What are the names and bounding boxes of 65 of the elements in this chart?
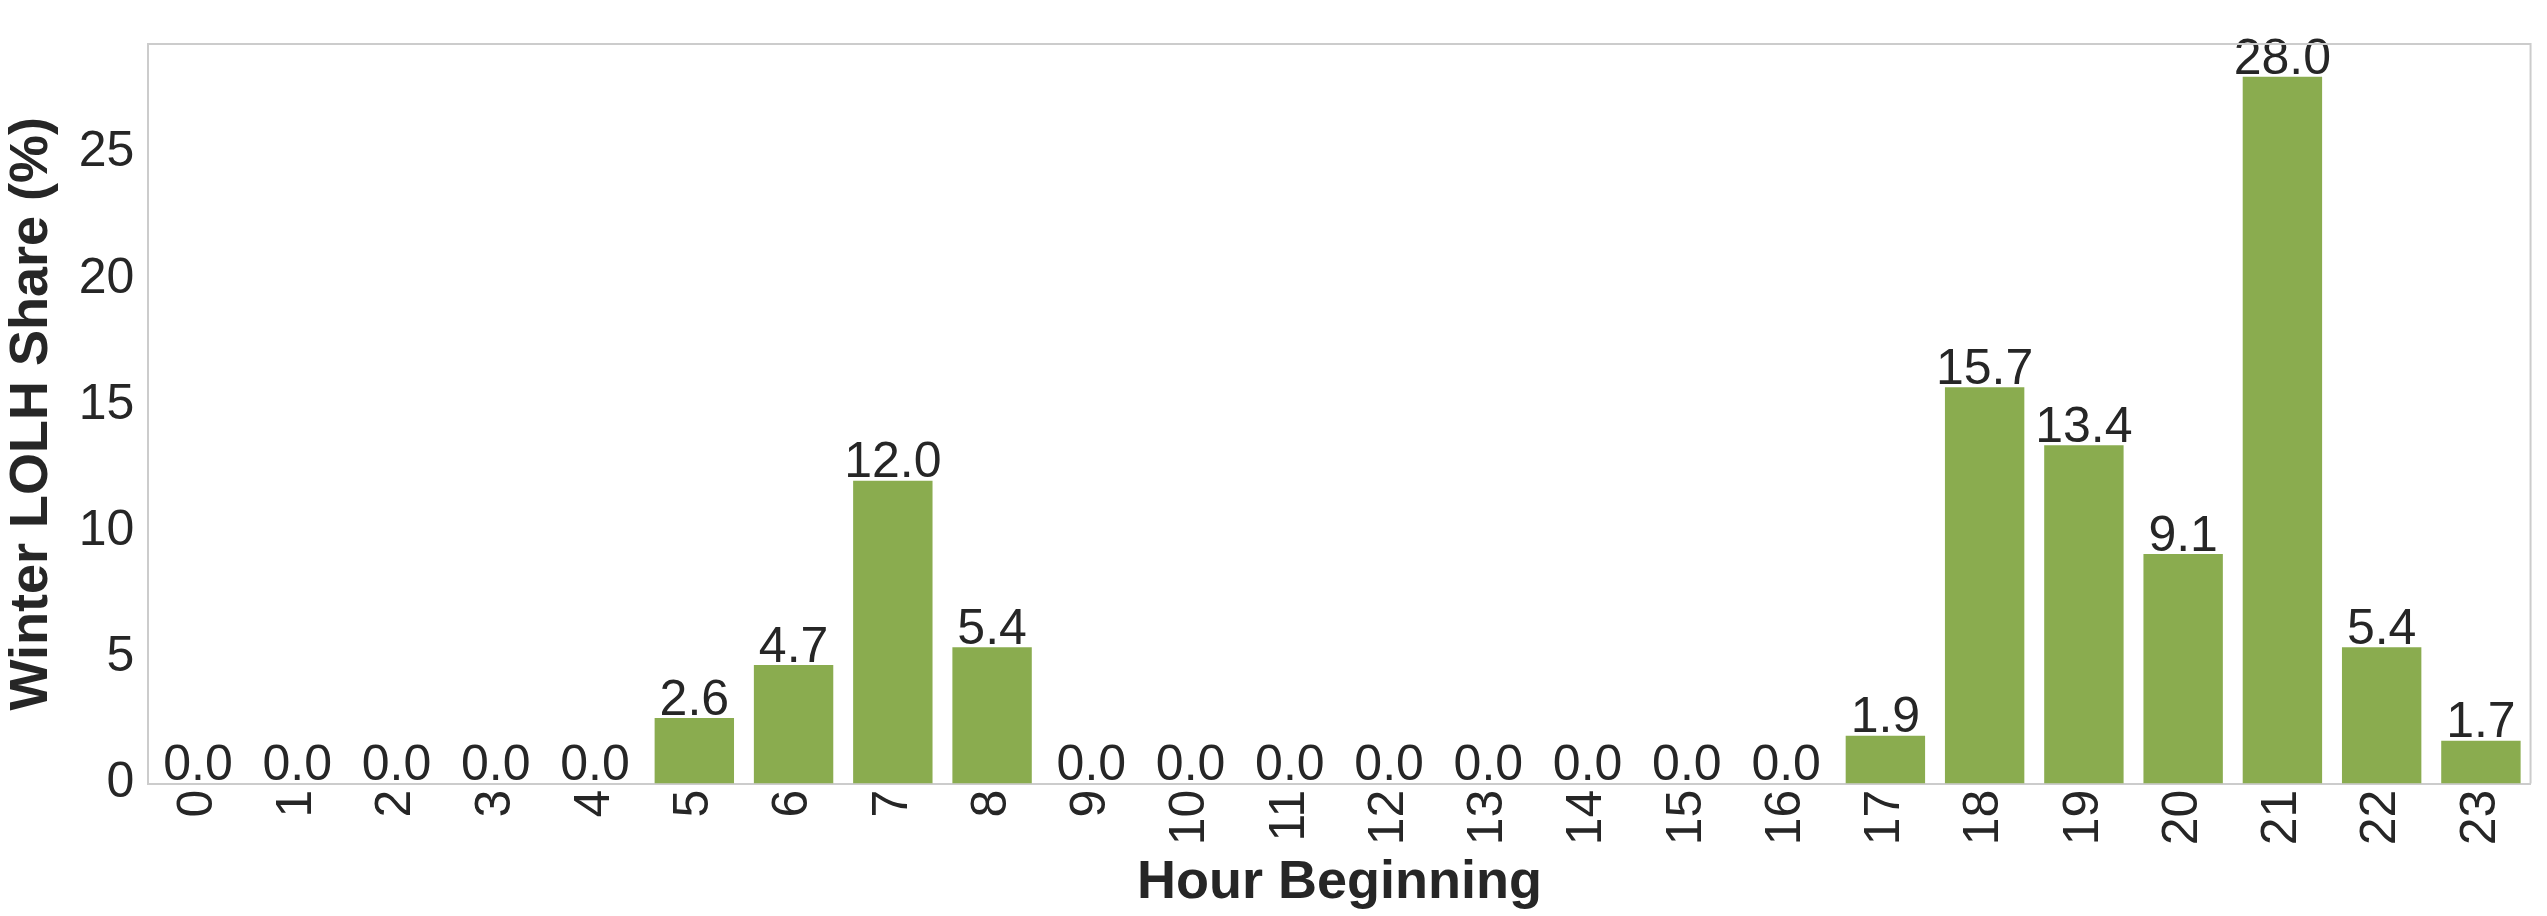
x-tick-label: 7 <box>861 789 918 818</box>
data-label: 1.7 <box>2446 692 2516 749</box>
data-label: 0.0 <box>1354 735 1424 792</box>
bar <box>2341 647 2422 784</box>
x-tick-label: 23 <box>2449 789 2506 846</box>
bar <box>2143 553 2223 784</box>
data-label: 12.0 <box>844 432 942 489</box>
data-label: 0.0 <box>262 735 333 792</box>
data-label: 0.0 <box>1751 735 1821 792</box>
x-tick-label: 18 <box>1953 789 2010 846</box>
data-label: 0.0 <box>1552 735 1623 792</box>
x-tick-label: 1 <box>266 789 323 818</box>
x-tick-label: 10 <box>1159 789 1216 846</box>
x-tick-label: 16 <box>1754 789 1811 846</box>
data-label: 4.7 <box>758 616 829 673</box>
data-label: 5.4 <box>2346 599 2417 656</box>
x-tick-label: 11 <box>1258 789 1315 842</box>
data-label: 0.0 <box>1255 735 1325 792</box>
data-label: 5.4 <box>957 599 1027 656</box>
data-label: 13.4 <box>2035 397 2133 454</box>
data-label: 0.0 <box>1453 735 1524 792</box>
y-tick-label: 15 <box>78 373 135 430</box>
x-axis-title: Hour Beginning <box>1137 849 1542 910</box>
x-tick-label: 20 <box>2151 789 2208 846</box>
bar <box>2044 445 2124 784</box>
y-tick-label: 10 <box>78 499 135 556</box>
data-label: 0.0 <box>1652 735 1722 792</box>
y-tick-label: 5 <box>106 626 135 683</box>
data-label: 0.0 <box>560 735 630 792</box>
bar <box>1944 387 2025 784</box>
x-tick-label: 21 <box>2251 789 2308 846</box>
x-tick-label: 3 <box>464 789 521 818</box>
data-label: 0.0 <box>1056 735 1127 792</box>
data-label: 2.6 <box>659 669 730 726</box>
x-tick-label: 9 <box>1060 789 1117 818</box>
x-tick-label: 0 <box>166 789 223 818</box>
x-tick-label: 15 <box>1655 789 1712 846</box>
bar <box>853 480 933 784</box>
data-label: 9.1 <box>2148 505 2218 562</box>
bar <box>952 647 1032 784</box>
data-label: 15.7 <box>1935 339 2034 396</box>
data-label: 0.0 <box>1155 735 1226 792</box>
data-label: 1.9 <box>1850 687 1921 744</box>
data-label: 0.0 <box>361 735 432 792</box>
x-tick-label: 22 <box>2350 789 2407 846</box>
x-tick-label: 4 <box>563 789 620 818</box>
x-tick-label: 12 <box>1357 789 1414 846</box>
y-axis-title: Winter LOLH Share (%) <box>0 117 59 711</box>
bar <box>2242 76 2323 784</box>
x-tick-label: 5 <box>663 789 720 818</box>
bar <box>753 664 834 784</box>
bar <box>2441 740 2521 784</box>
y-tick-label: 20 <box>78 247 135 304</box>
bar <box>1845 735 1926 784</box>
data-label: 0.0 <box>163 735 233 792</box>
x-tick-label: 19 <box>2052 789 2109 846</box>
x-tick-label: 8 <box>960 789 1017 818</box>
x-tick-label: 17 <box>1854 789 1911 846</box>
y-tick-label: 25 <box>78 121 135 178</box>
x-tick-label: 2 <box>365 789 422 818</box>
data-label: 0.0 <box>461 735 531 792</box>
bar <box>654 717 735 784</box>
x-tick-label: 14 <box>1556 789 1613 846</box>
x-tick-label: 6 <box>762 789 819 818</box>
x-tick-label: 13 <box>1457 789 1514 846</box>
